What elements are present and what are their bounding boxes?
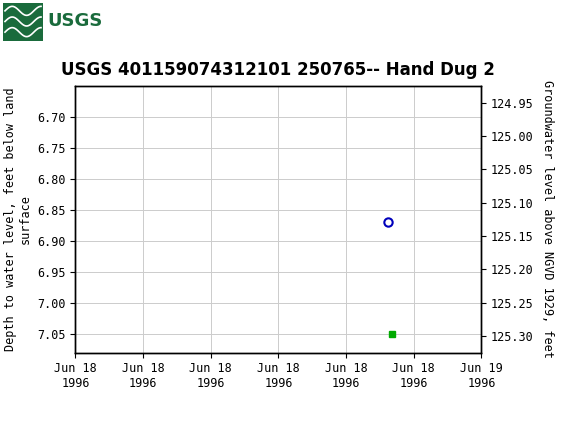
Text: USGS: USGS	[47, 12, 103, 31]
Y-axis label: Groundwater level above NGVD 1929, feet: Groundwater level above NGVD 1929, feet	[541, 80, 554, 358]
Bar	[3, 3, 43, 40]
Title: USGS 401159074312101 250765-- Hand Dug 2: USGS 401159074312101 250765-- Hand Dug 2	[61, 61, 495, 79]
Y-axis label: Depth to water level, feet below land
surface: Depth to water level, feet below land su…	[3, 87, 32, 351]
Bar	[3, 3, 98, 40]
